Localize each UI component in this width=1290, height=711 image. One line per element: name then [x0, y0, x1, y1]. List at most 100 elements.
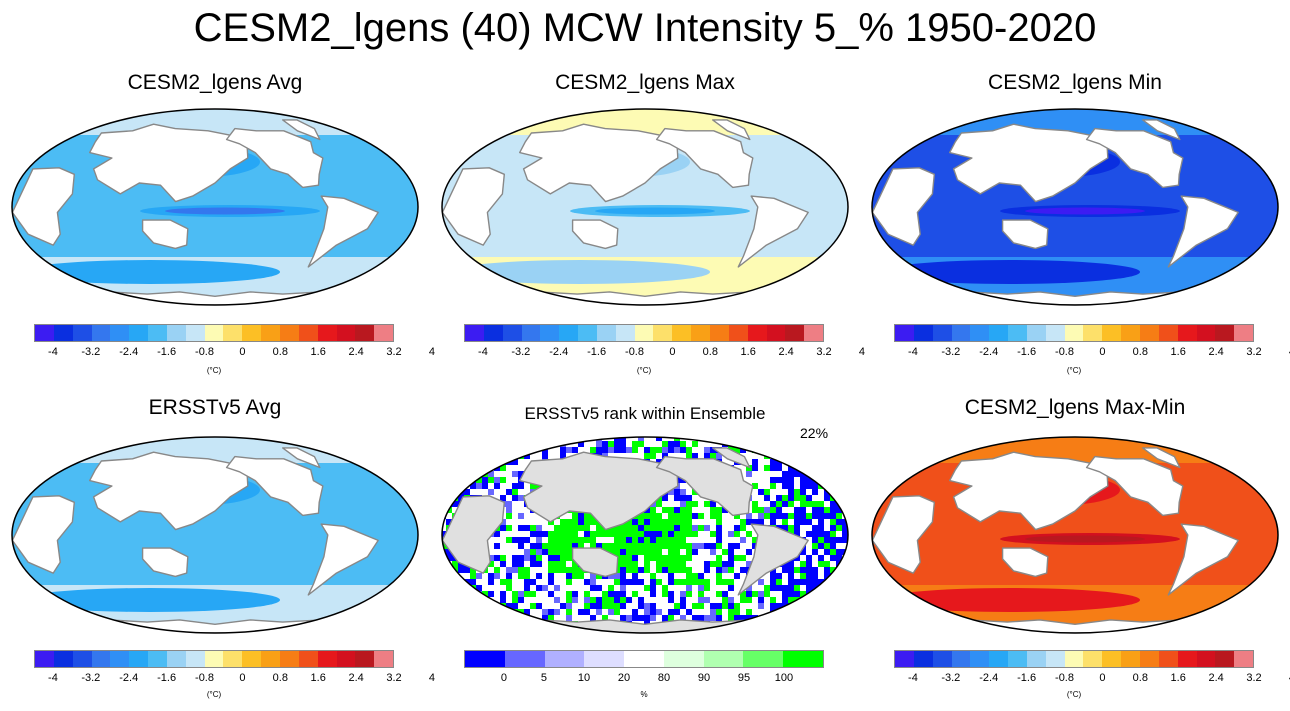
rank-cell	[554, 597, 560, 603]
rank-cell	[704, 561, 710, 567]
rank-cell	[734, 549, 740, 555]
rank-cell	[764, 597, 770, 603]
rank-cell	[674, 579, 680, 585]
rank-cell	[800, 579, 806, 585]
colorbar-ticks-1: -4 -3.2 -2.4 -1.6 -0.8 0 0.8 1.6 2.4 3.2 4	[34, 346, 435, 360]
rank-cell	[668, 519, 674, 525]
colorbar-swatch	[35, 651, 54, 667]
rank-cell	[656, 597, 662, 603]
colorbar-swatch	[1008, 325, 1027, 341]
arctic-band	[12, 109, 418, 135]
rank-cell	[812, 633, 818, 635]
map-border	[441, 436, 849, 634]
rank-cell	[638, 513, 644, 519]
rank-cell	[788, 459, 794, 465]
colorbar-swatch	[653, 325, 673, 341]
rank-cell	[746, 437, 752, 441]
rank-cell	[446, 471, 452, 477]
rank-cell	[698, 597, 704, 603]
rank-cell	[452, 453, 458, 459]
rank-cell	[686, 489, 692, 495]
rank-cell	[608, 603, 614, 609]
rank-cell	[548, 537, 554, 543]
rank-cell	[830, 489, 836, 495]
rank-cell	[548, 615, 554, 621]
rank-cell	[488, 621, 494, 627]
rank-cell	[506, 543, 512, 549]
colorbar-swatch	[989, 325, 1009, 341]
rank-cell	[560, 555, 566, 561]
rank-cell	[698, 525, 704, 531]
rank-cell	[806, 507, 812, 513]
rank-cell	[662, 561, 668, 567]
rank-cell	[752, 471, 758, 477]
rank-cell	[566, 627, 572, 633]
rank-cell	[674, 573, 680, 579]
rank-cell	[620, 609, 626, 615]
colorbar-swatch	[1064, 325, 1084, 341]
rank-cell	[836, 447, 842, 453]
rank-cell	[656, 501, 662, 507]
colorbar-swatch	[261, 651, 280, 667]
rank-cell	[530, 561, 536, 567]
arctic-band	[12, 437, 418, 463]
rank-cell	[494, 441, 500, 447]
rank-cell	[560, 537, 566, 543]
colorbar-tick-label: -3.2	[81, 346, 101, 358]
rank-cell	[656, 609, 662, 615]
rank-cell	[746, 519, 752, 525]
rank-cell	[572, 573, 578, 579]
colorbar-6	[894, 650, 1254, 668]
rank-cell	[680, 489, 686, 495]
rank-cell	[692, 555, 698, 561]
rank-cell	[812, 603, 818, 609]
rank-cell	[668, 585, 674, 591]
rank-cell	[572, 633, 578, 635]
rank-cell	[506, 633, 512, 635]
rank-cell	[614, 591, 620, 597]
rank-cell	[770, 615, 776, 621]
rank-cell	[812, 447, 818, 453]
rank-cell	[698, 519, 704, 525]
rank-cell	[668, 453, 674, 459]
rank-cell	[464, 615, 470, 621]
rank-cell	[812, 555, 818, 561]
rank-cell	[614, 537, 620, 543]
rank-cell	[830, 591, 836, 597]
rank-cell	[578, 519, 584, 525]
rank-cell	[638, 437, 644, 441]
rank-cell	[788, 507, 794, 513]
rank-cell	[536, 609, 542, 615]
rank-cell	[782, 579, 788, 585]
rank-cell	[554, 567, 560, 573]
rank-cell	[698, 495, 704, 501]
rank-cell	[494, 477, 500, 483]
rank-cell	[554, 627, 560, 633]
rank-cell	[692, 567, 698, 573]
rank-cell	[512, 531, 518, 537]
rank-cell	[722, 597, 728, 603]
rank-cell	[752, 513, 758, 519]
rank-cell	[458, 483, 464, 489]
rank-cell	[674, 519, 680, 525]
rank-cell	[668, 561, 674, 567]
rank-cell	[632, 555, 638, 561]
rank-cell	[686, 579, 692, 585]
rank-cell	[530, 555, 536, 561]
rank-cell	[644, 513, 650, 519]
rank-cell	[536, 621, 542, 627]
rank-cell	[794, 507, 800, 513]
rank-cell	[470, 465, 476, 471]
land-australia	[141, 547, 189, 578]
rank-cell	[578, 615, 584, 621]
rank-cell	[596, 579, 602, 585]
colorbar-tick-label: -0.8	[1055, 346, 1074, 358]
rank-cell	[842, 609, 848, 615]
rank-cell	[500, 477, 506, 483]
rank-cell	[542, 579, 548, 585]
rank-cell	[482, 621, 488, 627]
rank-cell	[536, 627, 542, 633]
rank-cell	[470, 471, 476, 477]
rank-cell	[764, 447, 770, 453]
rank-cell	[536, 519, 542, 525]
